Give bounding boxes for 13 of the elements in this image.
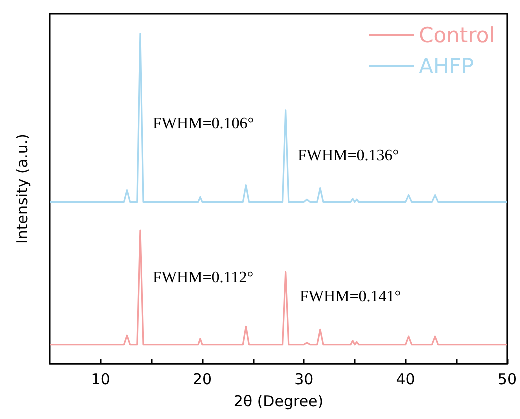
legend-label: AHFP [419, 54, 474, 78]
legend-label: Control [419, 24, 496, 48]
x-tick-label: 50 [498, 370, 518, 388]
x-tick-label: 40 [396, 370, 416, 388]
x-axis-title: 2θ (Degree) [234, 392, 324, 410]
y-axis-title: Intensity (a.u.) [14, 134, 32, 244]
annotation: FWHM=0.136° [298, 148, 400, 164]
x-tick-label: 10 [91, 370, 110, 388]
annotation: FWHM=0.106° [153, 116, 254, 132]
annotation: FWHM=0.112° [153, 270, 254, 286]
annotation: FWHM=0.141° [300, 288, 402, 306]
x-tick-label: 30 [294, 370, 314, 388]
x-tick-label: 20 [192, 370, 212, 388]
